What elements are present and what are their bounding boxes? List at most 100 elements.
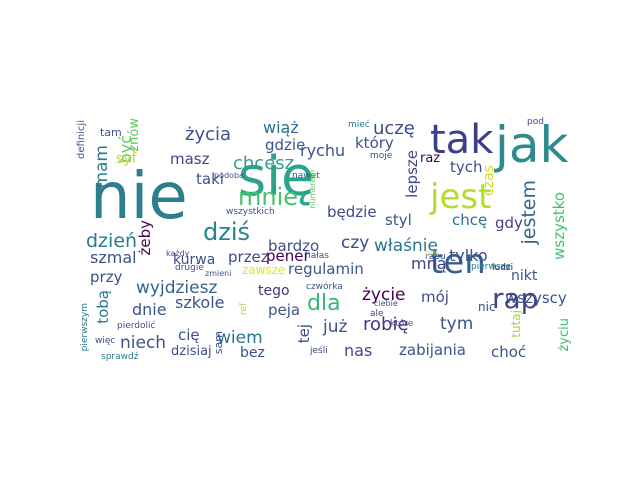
cloud-word: drugie [175,263,204,273]
cloud-word: sprawdź [101,352,139,362]
cloud-word: znów [127,118,142,152]
cloud-word: niech [120,333,167,353]
cloud-word: dzisiaj [171,344,212,359]
cloud-word: choć [491,343,527,361]
cloud-word: więc [95,336,116,346]
cloud-word: cię [178,326,200,344]
cloud-word: już [323,317,348,337]
cloud-word: tym [440,314,474,334]
cloud-word: tobą [94,290,112,324]
cloud-word: podoba [214,171,244,180]
cloud-word: czwórka [306,282,343,292]
cloud-word: syf [116,151,137,167]
cloud-word: życiu [557,318,572,352]
cloud-word: taki [196,170,224,188]
cloud-word: jeśli [310,346,328,356]
cloud-word: czas [481,165,497,196]
cloud-word: rapu [425,252,446,262]
cloud-word: ten [430,242,486,282]
cloud-word: nikt [511,268,538,284]
cloud-word: wiąż [263,118,299,137]
cloud-word: numerem [308,170,317,209]
cloud-word: robię [363,314,409,335]
cloud-word: przy [90,268,123,286]
cloud-word: jest [430,177,492,217]
cloud-word: tych [450,158,483,176]
cloud-word: będzie [327,203,377,221]
cloud-word: wiem [217,328,263,348]
cloud-word: rap [492,282,539,315]
cloud-word: hałas [305,251,329,261]
cloud-word: pierwszym [80,303,90,352]
cloud-word: mam [92,145,112,189]
cloud-word: sam [212,331,225,355]
cloud-word: nic [478,300,496,314]
cloud-word: ref [239,303,249,316]
cloud-word: zmieni [205,269,232,278]
cloud-word: dnie [132,300,167,319]
cloud-word: gdzie [265,136,306,154]
cloud-word: nas [344,341,373,360]
cloud-word: ale [370,309,384,319]
cloud-word: tylko [449,246,488,265]
cloud-word: jestem [518,180,540,245]
cloud-word: bardzo [268,237,320,255]
cloud-word: dla [307,291,341,316]
cloud-word: pierwsze [471,262,511,272]
cloud-word: bez [240,345,265,361]
cloud-word: definicji [76,120,87,159]
cloud-word: ciebie [374,299,398,308]
cloud-word: każdy [166,249,190,258]
cloud-word: życia [185,124,232,145]
cloud-word: oni [425,249,439,259]
cloud-word: tak [430,117,494,163]
cloud-word: rychu [300,141,346,160]
cloud-word: chcę [452,211,488,229]
cloud-word: ludzi [492,263,514,273]
cloud-word: mój [421,288,449,306]
cloud-word: mnie [238,183,299,211]
cloud-word: wszyscy [505,289,567,307]
cloud-word: moje [370,151,393,161]
cloud-word: który [355,134,394,152]
cloud-word: czy [341,233,370,253]
cloud-word: zawsze [242,263,286,277]
cloud-word: raz [420,151,441,166]
cloud-word: masz [170,150,210,168]
cloud-word: jak [495,116,569,174]
cloud-word: pod [527,117,544,127]
cloud-word: chcesz [233,153,295,174]
cloud-word: nawet [292,171,320,181]
cloud-word: peja [268,301,301,319]
cloud-word: regulamin [288,260,364,278]
cloud-word: uczę [373,118,415,139]
cloud-word: tej [295,324,313,344]
cloud-word: tam [100,126,122,139]
cloud-word: mną [411,254,447,273]
cloud-word: żeby [136,220,154,256]
cloud-word: gdy [495,214,523,232]
cloud-word: pierdolić [117,321,156,331]
cloud-word: lepsze [403,150,421,198]
cloud-word: dzień [86,230,138,252]
cloud-word: mieć [348,120,370,130]
cloud-word: wszystko [550,192,568,260]
cloud-word: zabijania [399,341,466,359]
cloud-word: tego [258,283,290,299]
cloud-word: styl [385,211,412,229]
cloud-word: się [238,145,315,208]
cloud-word: dziś [203,218,251,246]
cloud-word: które [390,319,414,329]
cloud-word: szmal [90,248,137,267]
cloud-word: wyjdziesz [136,278,218,298]
cloud-word: tutaj [509,310,523,338]
cloud-word: kurwa [173,252,216,268]
cloud-word: nie [90,160,188,234]
cloud-word: pener [266,247,310,265]
cloud-word: wszystkich [226,207,275,217]
cloud-word: szkole [175,293,225,312]
cloud-word: życie [362,285,406,305]
cloud-word: przez [228,248,269,266]
cloud-word: właśnie [374,236,438,256]
